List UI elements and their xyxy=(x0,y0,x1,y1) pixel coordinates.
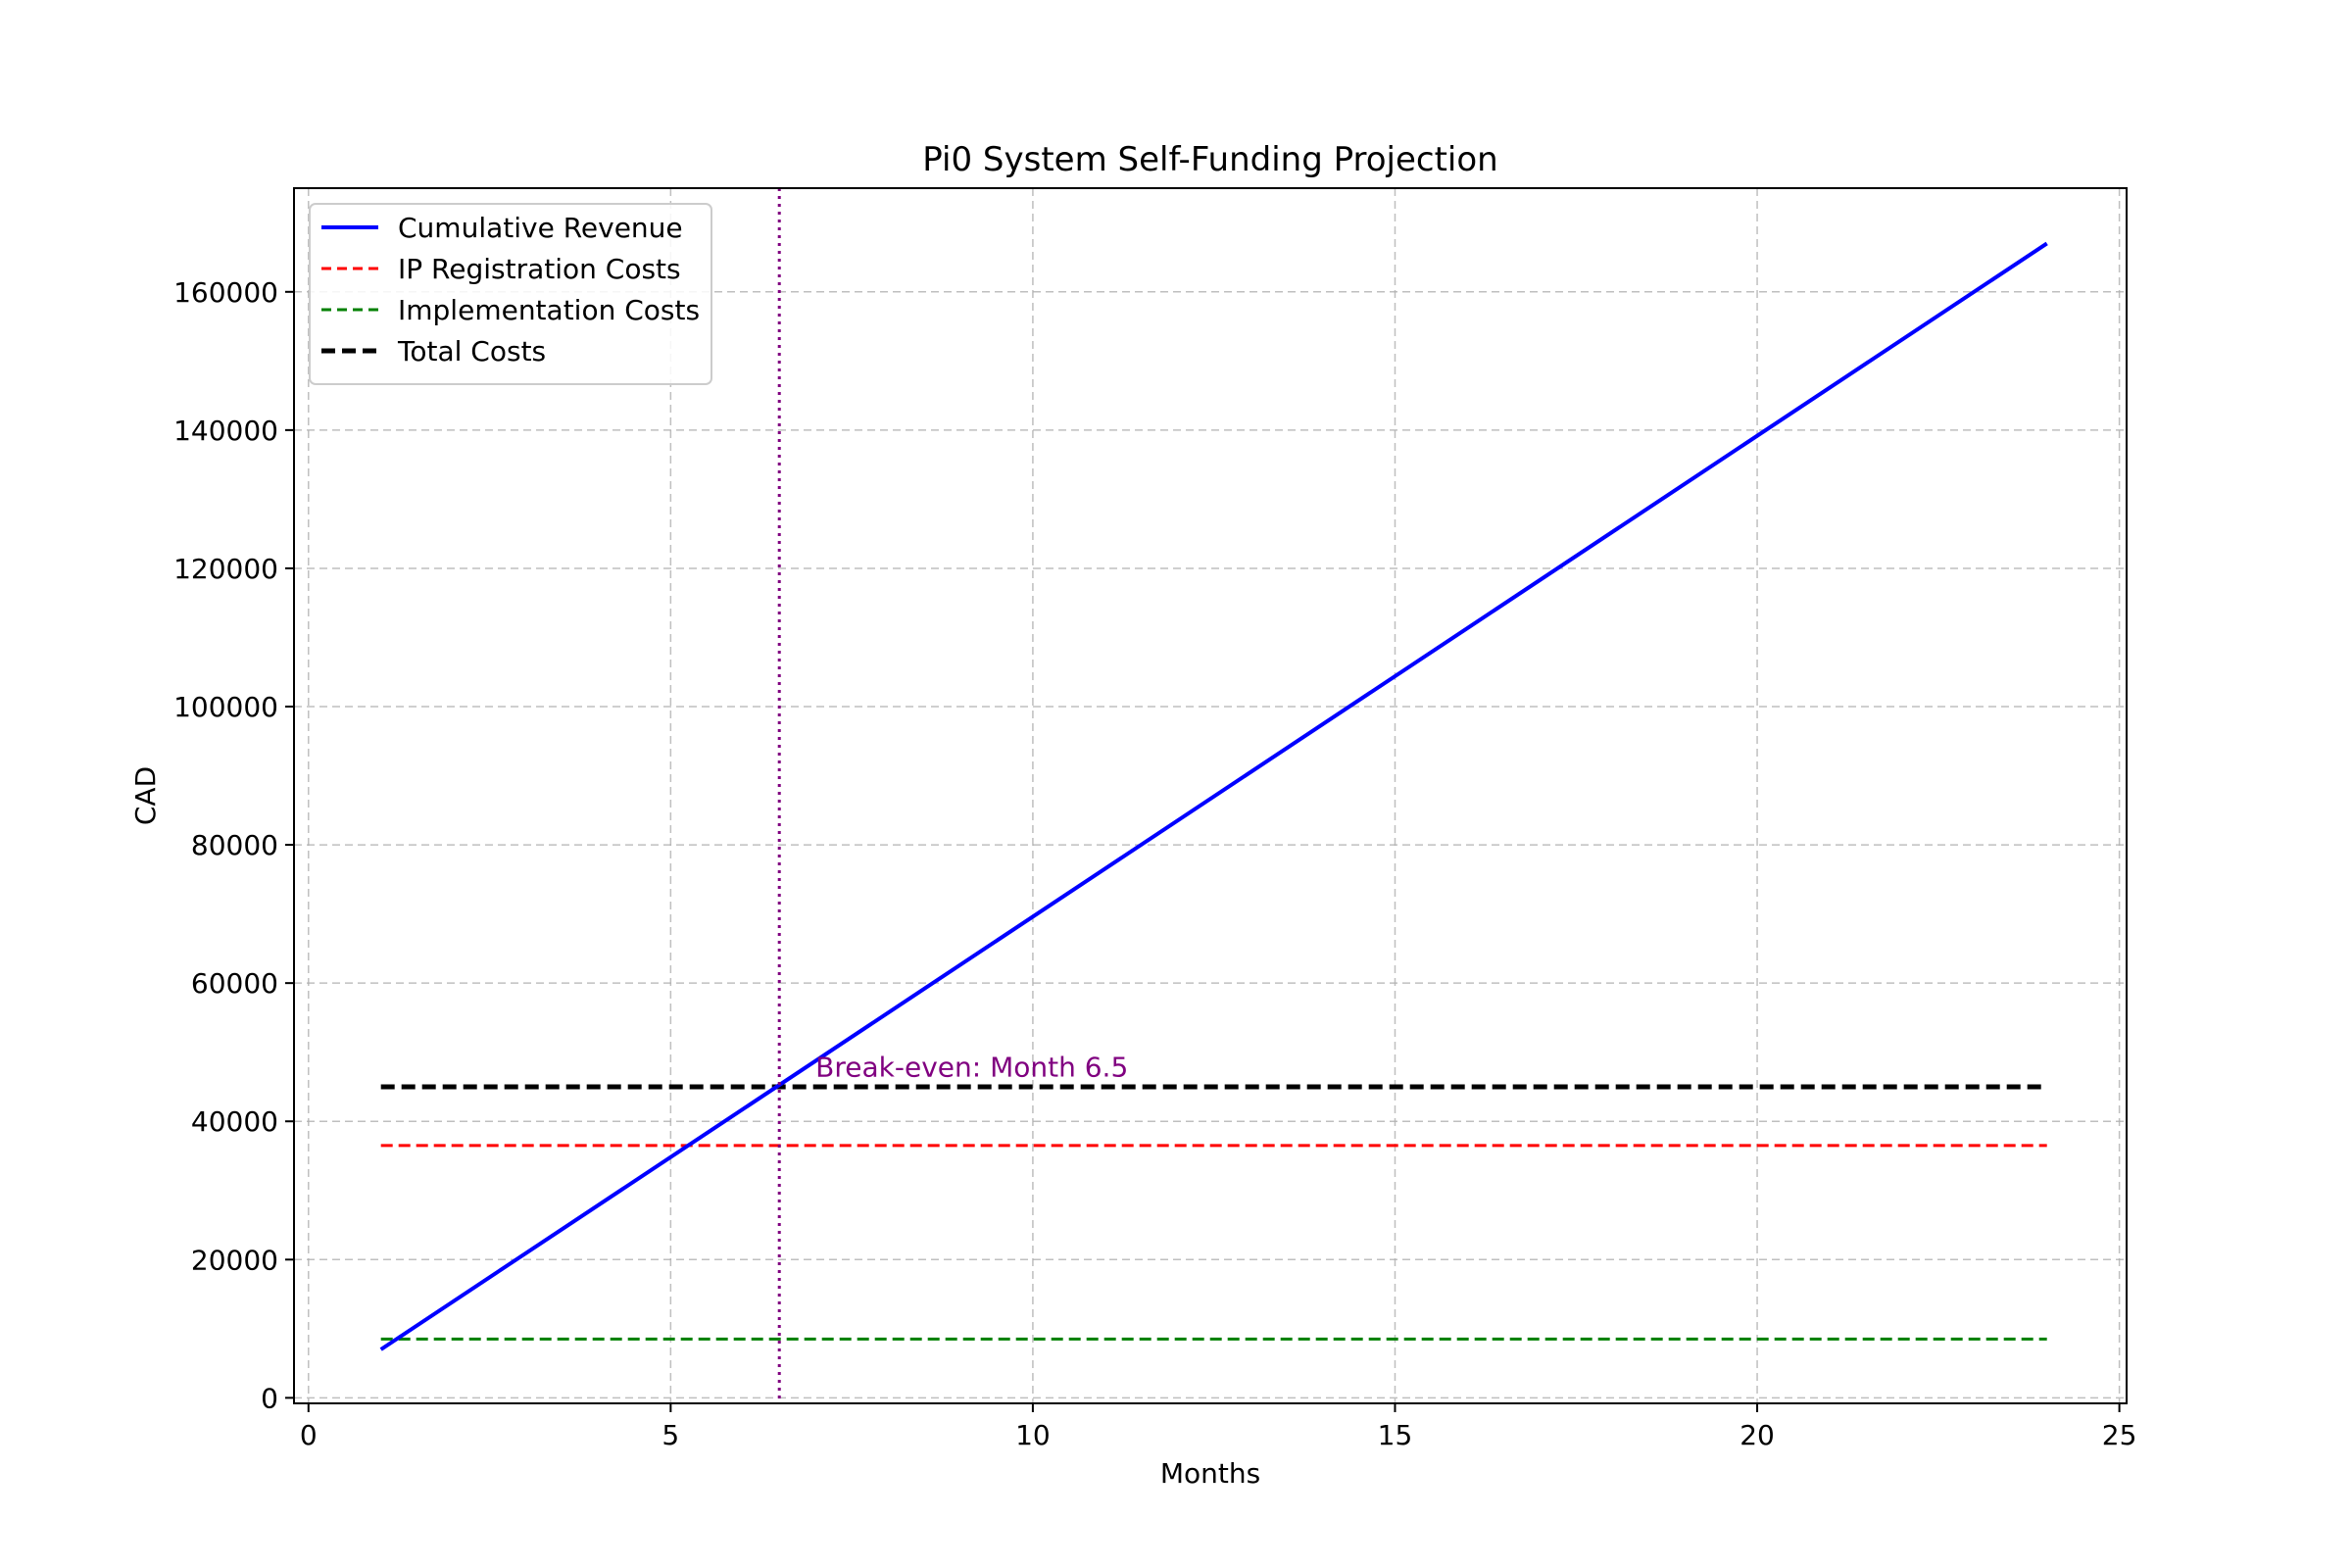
legend-label: Cumulative Revenue xyxy=(398,212,683,244)
x-tick-label: 15 xyxy=(1378,1419,1413,1451)
y-tick-label: 20000 xyxy=(191,1244,278,1276)
y-tick-label: 120000 xyxy=(173,553,278,585)
x-tick-label: 25 xyxy=(2102,1419,2137,1451)
legend-label: IP Registration Costs xyxy=(398,253,681,285)
y-tick-label: 140000 xyxy=(173,415,278,447)
series-layer: Break-even: Month 6.5 xyxy=(379,188,2048,1403)
legend-box xyxy=(309,203,712,385)
break-even-annotation: Break-even: Month 6.5 xyxy=(815,1051,1128,1083)
grid-layer xyxy=(294,188,2127,1403)
x-tick-label: 0 xyxy=(300,1419,318,1451)
series-line-cumulative-revenue xyxy=(379,241,2048,1351)
y-tick-label: 160000 xyxy=(173,276,278,309)
ticks-layer: 0 5 10 15 20 25 0 20000 40000 60000 80000 100000 120… xyxy=(173,276,2136,1451)
y-tick-label: 60000 xyxy=(191,967,278,1000)
plot-frame xyxy=(293,187,2128,1404)
y-tick-label: 0 xyxy=(261,1382,278,1414)
x-tick-label: 10 xyxy=(1015,1419,1051,1451)
x-tick-label: 5 xyxy=(662,1419,679,1451)
chart-title: Pi0 System Self-Funding Projection xyxy=(922,140,1497,179)
y-axis-label: CAD xyxy=(129,766,162,825)
y-tick-label: 80000 xyxy=(191,829,278,861)
legend: Cumulative Revenue IP Registration Costs I… xyxy=(309,203,712,385)
y-tick-label: 40000 xyxy=(191,1105,278,1138)
legend-label: Total Costs xyxy=(397,335,546,368)
y-tick-label: 100000 xyxy=(173,691,278,723)
x-axis-label: Months xyxy=(1160,1457,1260,1490)
plot-background xyxy=(294,188,2127,1403)
legend-label: Implementation Costs xyxy=(398,294,700,326)
x-tick-label: 20 xyxy=(1740,1419,1775,1451)
